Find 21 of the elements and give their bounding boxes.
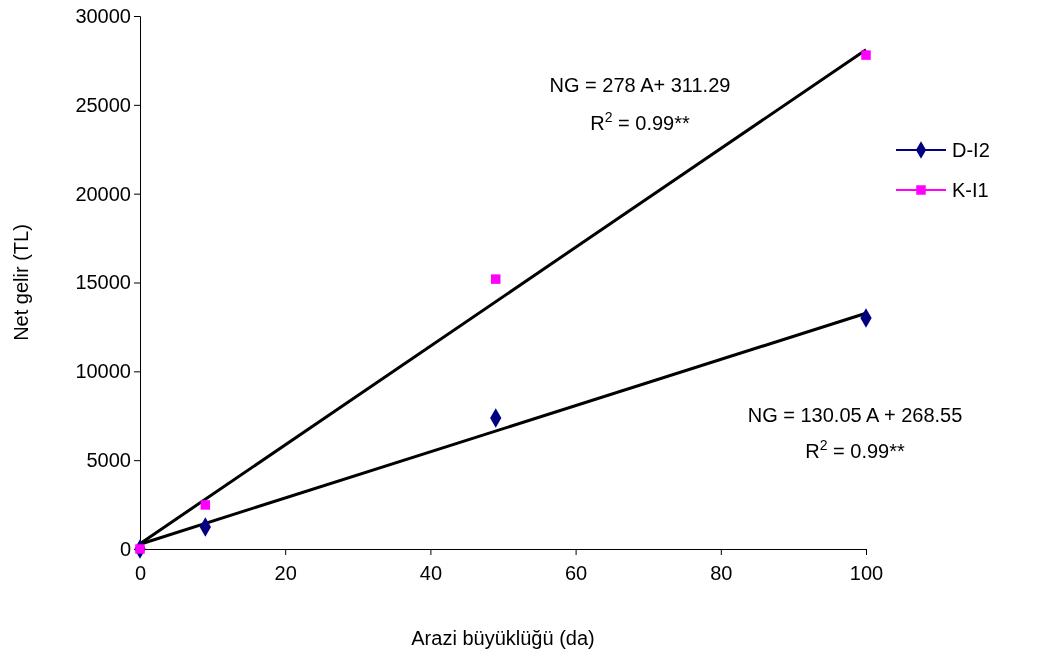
x-tick-label: 0 [134, 562, 147, 584]
y-tick-label: 0 [119, 537, 131, 560]
legend-label: D-I2 [952, 139, 990, 161]
y-axis-title: Net gelir (TL) [10, 224, 32, 341]
annotation: R$^{2}$ = 0.99** [590, 109, 690, 134]
annotation: NG = 130.05 A + 268.55 [747, 404, 963, 426]
y-tick-label: 30000 [75, 4, 131, 27]
annotation: NG = 278 A+ 311.29 [549, 74, 731, 96]
x-tick-label: 40 [419, 562, 443, 584]
legend-label: K-I1 [952, 179, 989, 201]
y-tick-label: 10000 [75, 360, 131, 383]
x-tick-label: 20 [274, 562, 297, 584]
y-tick-label: 20000 [75, 182, 131, 205]
x-tick-label: 60 [564, 562, 588, 584]
y-tick-label: 5000 [86, 449, 131, 472]
y-tick-label: 25000 [75, 93, 131, 116]
x-axis-title: Arazi büyüklüğü (da) [411, 627, 595, 649]
annotation: R$^{2}$ = 0.99** [805, 437, 905, 462]
x-tick-label: 100 [849, 562, 884, 584]
x-tick-label: 80 [710, 562, 733, 584]
y-tick-label: 15000 [75, 271, 131, 294]
